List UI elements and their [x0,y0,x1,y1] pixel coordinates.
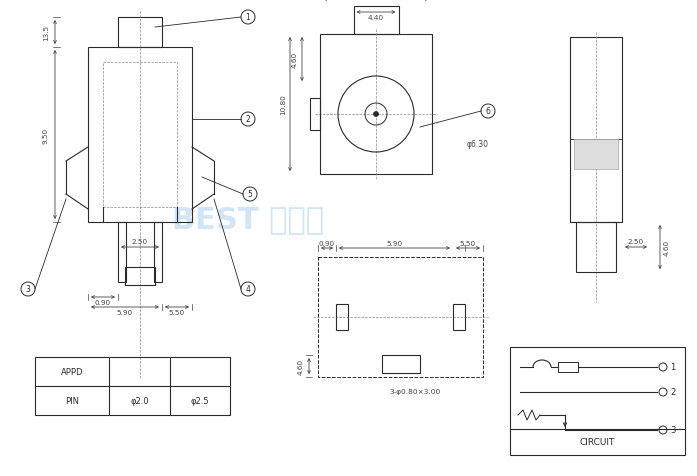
Text: 4: 4 [245,285,250,294]
Bar [510,347,685,455]
Text: 2.50: 2.50 [628,238,644,245]
Text: φ2.0: φ2.0 [130,396,148,405]
Text: 4.60: 4.60 [664,239,670,256]
Circle shape [374,112,378,117]
Text: 10.80: 10.80 [280,94,286,115]
Bar [453,304,465,330]
Text: 6: 6 [486,107,491,116]
Bar [320,35,432,175]
Text: 2: 2 [671,387,675,397]
Bar [574,139,618,169]
Text: 5.50: 5.50 [460,240,476,247]
Text: 4.60: 4.60 [298,358,304,374]
Bar [353,7,399,35]
Bar [336,304,348,330]
Bar [570,38,622,223]
Text: 1: 1 [671,363,675,372]
Bar [381,355,420,373]
Text: 2.50: 2.50 [132,238,148,245]
Text: 13.5: 13.5 [43,25,49,41]
Text: 5.50: 5.50 [169,309,185,315]
Text: 5.90: 5.90 [386,240,403,247]
Bar [88,48,192,223]
Bar [35,357,230,415]
Text: 0.90: 0.90 [95,299,111,306]
Bar [154,223,162,282]
Text: 5.90: 5.90 [117,309,133,315]
Text: φ6.30: φ6.30 [467,140,489,149]
Bar [576,223,616,272]
Text: 3: 3 [26,285,31,294]
Bar [558,362,578,372]
Text: PIN: PIN [65,396,79,405]
Text: φ2.5: φ2.5 [190,396,209,405]
Text: 4.40: 4.40 [368,15,384,21]
Text: CIRCUIT: CIRCUIT [580,437,615,446]
Text: 9.50: 9.50 [43,127,49,143]
Text: BEST 百斯特: BEST 百斯特 [172,205,324,234]
Text: 0.90: 0.90 [319,240,335,247]
Bar [125,268,155,286]
Bar [310,99,320,131]
Text: 3: 3 [671,426,675,435]
Text: 4.60: 4.60 [292,52,298,68]
Bar [103,63,177,208]
Text: 1: 1 [245,13,250,22]
Bar [118,223,126,282]
Text: APPD: APPD [61,367,84,376]
Text: 2: 2 [245,115,250,124]
Text: 5: 5 [247,190,252,199]
Bar [118,18,162,48]
Text: 3-φ0.80×3.00: 3-φ0.80×3.00 [390,388,441,394]
Bar [318,258,483,377]
